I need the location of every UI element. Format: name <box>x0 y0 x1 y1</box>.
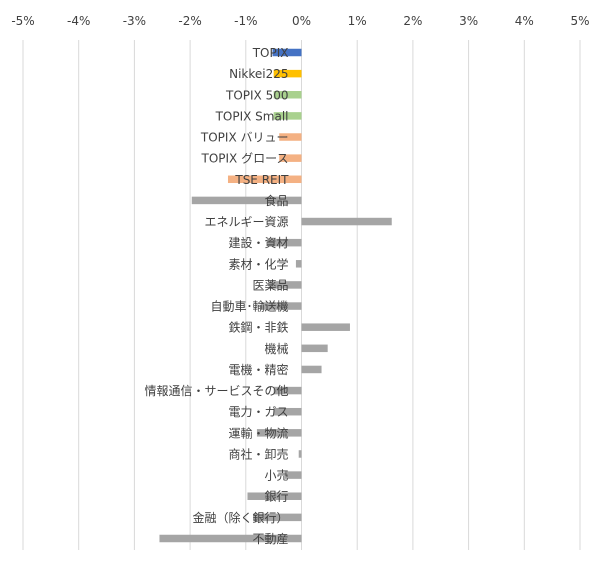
bar <box>301 344 328 353</box>
bar <box>269 281 302 289</box>
category-label: 金融（除く銀行） <box>192 510 288 525</box>
x-tick-label: -3% <box>123 14 146 28</box>
category-label: 電機・精密 <box>228 362 288 377</box>
category-label: TOPIX Small <box>215 109 289 123</box>
bar <box>227 175 302 184</box>
bar <box>284 471 302 479</box>
category-label: TOPIX 500 <box>225 88 289 102</box>
category-label: TOPIX グロース <box>201 152 289 166</box>
category-label: 機械 <box>264 341 288 356</box>
category-label: 鉄鋼・非鉄 <box>228 320 288 335</box>
bar <box>159 534 302 543</box>
category-label: 不動産 <box>252 531 288 546</box>
x-tick-label: 0% <box>292 14 311 28</box>
bar <box>273 407 302 416</box>
bar <box>260 302 302 310</box>
category-label: 情報通信・サービスその他 <box>144 384 288 398</box>
bar <box>301 217 392 226</box>
category-label: 運輸・物流 <box>228 425 288 440</box>
bar <box>273 69 302 78</box>
bar <box>273 112 302 120</box>
x-tick-label: 3% <box>459 14 478 28</box>
category-label: エネルギー資源 <box>204 215 288 229</box>
bar <box>301 365 322 374</box>
bar <box>301 323 350 331</box>
x-tick-label: 4% <box>515 14 534 28</box>
category-label: 食品 <box>264 193 288 208</box>
category-label: Nikkei225 <box>229 67 288 81</box>
category-label: 医薬品 <box>252 278 288 292</box>
bars <box>159 48 392 543</box>
bar <box>273 386 302 395</box>
x-tick-label: -4% <box>67 14 90 28</box>
x-tick-label: 1% <box>348 14 367 28</box>
bar <box>268 238 302 247</box>
x-tick-label: 5% <box>570 14 589 28</box>
bar <box>295 260 302 268</box>
category-label: TOPIX バリュー <box>200 131 289 145</box>
x-tick-label: -2% <box>178 14 201 28</box>
x-tick-label: -5% <box>11 14 34 28</box>
bar <box>256 429 302 437</box>
bar <box>191 196 302 205</box>
bar <box>253 513 302 522</box>
category-label: 小売 <box>264 468 288 483</box>
gridlines <box>22 40 581 550</box>
category-label: TOPIX <box>252 46 289 60</box>
category-labels: TOPIX Nikkei225 TOPIX 500 TOPIX Small TOPIX … <box>144 46 289 546</box>
category-label: 電力・ガス <box>228 405 288 419</box>
bar <box>247 492 302 500</box>
x-tick-label: 2% <box>403 14 422 28</box>
category-label: 商社・卸売 <box>228 446 288 461</box>
bar <box>272 48 302 57</box>
category-label: 銀行 <box>264 490 288 504</box>
category-label: 素材・化学 <box>228 256 288 271</box>
bar <box>273 91 302 99</box>
category-label: 自動車･輸送機 <box>210 299 288 314</box>
x-axis-tick-labels: -5% -4% -3% -2% -1% 0% 1% 2% 3% 4% 5% <box>11 14 589 28</box>
bar <box>279 133 302 141</box>
category-label: 建設・資材 <box>228 235 288 250</box>
category-label: TSE REIT <box>234 173 289 187</box>
x-tick-label: -1% <box>234 14 257 28</box>
bar <box>279 154 302 162</box>
bar <box>298 450 302 458</box>
